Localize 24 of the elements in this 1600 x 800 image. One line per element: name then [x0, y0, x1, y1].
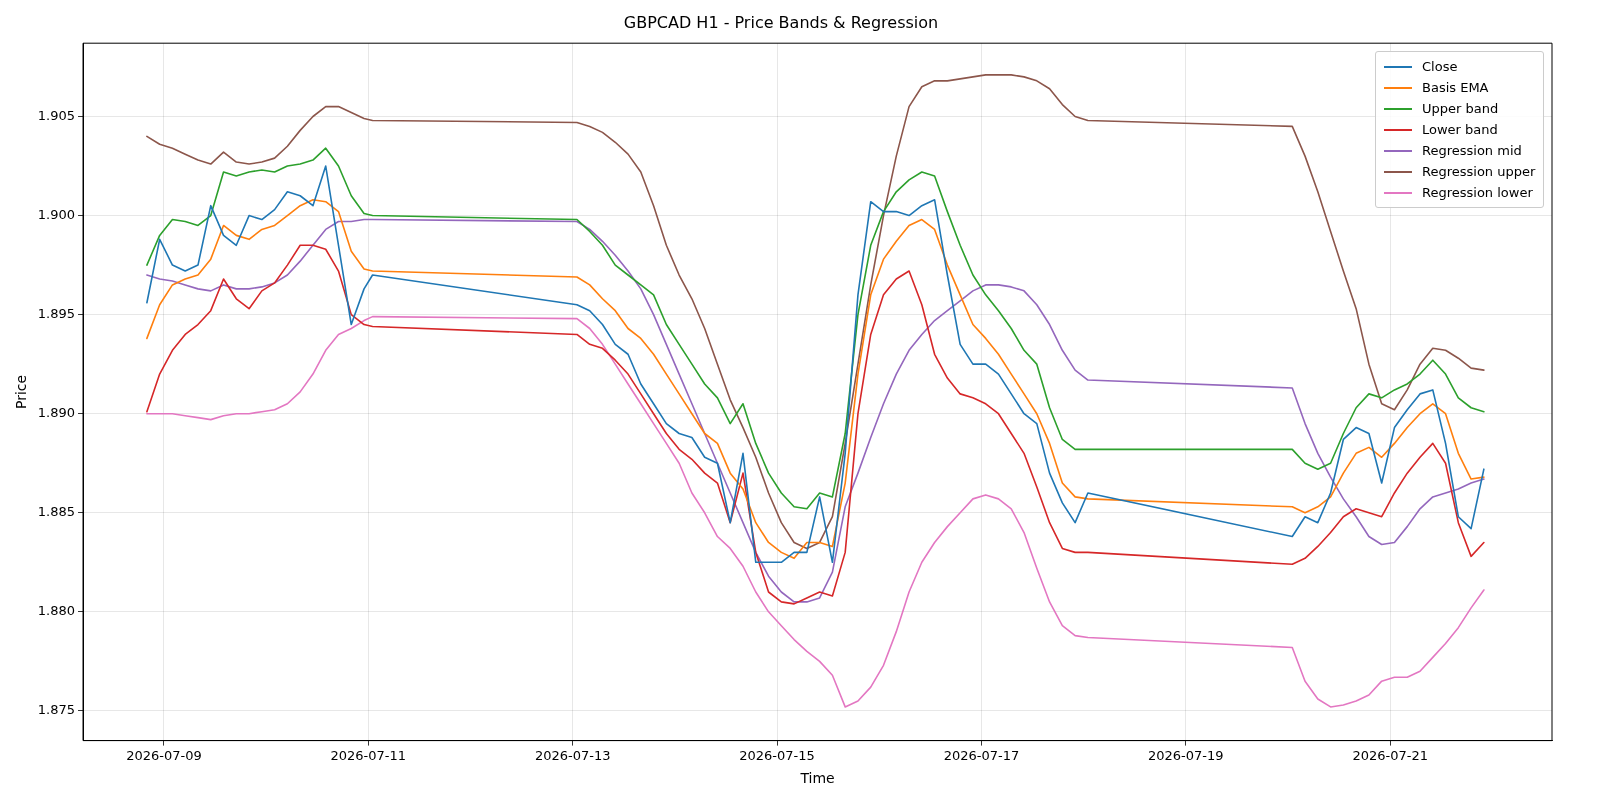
y-tick-label: 1.885: [37, 504, 76, 520]
x-tick-label: 2026-07-19: [1148, 747, 1224, 763]
x-tick-label: 2026-07-13: [534, 747, 611, 763]
y-axis-title: Price: [13, 374, 30, 409]
y-tick-label: 1.890: [37, 405, 76, 421]
legend-label: Basis EMA: [1422, 80, 1489, 96]
y-tick-label: 1.900: [37, 206, 76, 222]
x-tick-label: 2026-07-17: [943, 747, 1020, 763]
legend-label: Regression mid: [1422, 143, 1522, 159]
x-tick-label: 2026-07-09: [126, 747, 202, 763]
x-tick-label: 2026-07-11: [330, 747, 407, 763]
y-tick-label: 1.875: [37, 702, 76, 718]
legend-label: Upper band: [1422, 101, 1499, 117]
y-tick-label: 1.905: [37, 107, 76, 123]
legend-label: Regression upper: [1422, 164, 1536, 180]
x-tick-label: 2026-07-21: [1352, 747, 1428, 763]
y-tick-label: 1.880: [37, 603, 76, 619]
x-axis-title: Time: [799, 770, 835, 787]
x-tick-label: 2026-07-15: [739, 747, 815, 763]
legend-label: Close: [1422, 59, 1458, 75]
chart-title: GBPCAD H1 - Price Bands & Regression: [623, 12, 939, 32]
legend-label: Lower band: [1422, 122, 1498, 138]
y-tick-label: 1.895: [37, 306, 76, 322]
legend-label: Regression lower: [1422, 185, 1533, 201]
